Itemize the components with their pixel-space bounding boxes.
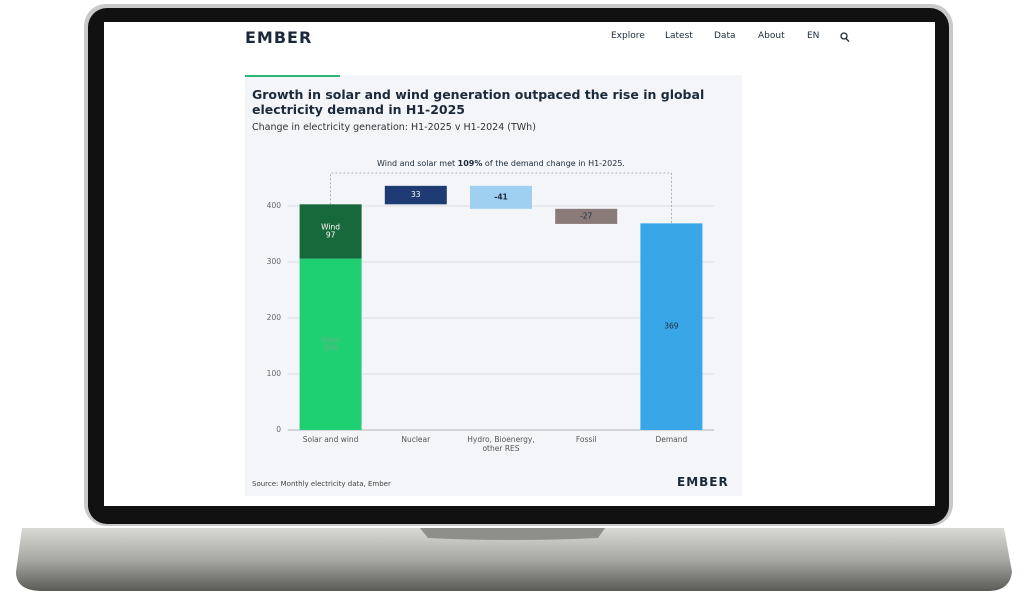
value-label: 369 (664, 322, 679, 331)
bar (555, 208, 618, 224)
chart-title: Growth in solar and wind generation outp… (252, 87, 705, 117)
annotation-part: 109% (458, 159, 483, 168)
y-tick-label: 0 (276, 425, 281, 434)
y-tick-label: 200 (267, 313, 282, 322)
search-icon-handle (845, 38, 850, 42)
bar-segment (299, 258, 362, 430)
value-label: 33 (411, 190, 421, 199)
value-label: 97 (326, 230, 336, 239)
segment-name: Wind (321, 222, 340, 231)
bar (640, 223, 703, 430)
connector (330, 172, 672, 224)
value-label: -41 (494, 192, 508, 201)
hinge-notch (420, 528, 605, 540)
value-label: 306 (323, 343, 338, 352)
nav-link[interactable]: Latest (665, 31, 693, 41)
nav-link[interactable]: About (758, 31, 785, 41)
nav-link[interactable]: EN (807, 31, 820, 41)
laptop-base (16, 528, 1012, 591)
bar (384, 185, 447, 205)
annotation-part: Wind and solar met (377, 159, 458, 168)
bar-segment (299, 204, 362, 259)
search-icon[interactable] (840, 32, 848, 40)
card-accent (245, 75, 340, 77)
x-tick-label: Nuclear (401, 435, 431, 444)
y-tick-label: 400 (267, 201, 282, 210)
annotation-part: of the demand change in H1-2025. (482, 159, 625, 168)
y-tick-label: 300 (267, 257, 282, 266)
y-tick-label: 100 (267, 369, 282, 378)
x-tick-label: Hydro, Bioenergy, other RES (467, 435, 535, 453)
annotation: Wind and solar met 109% of the demand ch… (377, 159, 625, 168)
value-label: -27 (580, 211, 592, 220)
chart-subtitle: Change in electricity generation: H1-202… (252, 122, 536, 133)
card-logo: EMBER (677, 475, 729, 489)
source: Source: Monthly electricity data, Ember (252, 480, 391, 488)
x-tick-label: Demand (655, 435, 688, 444)
logo[interactable]: EMBER (245, 28, 313, 47)
nav-link[interactable]: Explore (611, 31, 645, 41)
bar (470, 185, 532, 209)
x-tick-label: Solar and wind (302, 435, 359, 444)
segment-name: Solar (321, 335, 341, 344)
nav-link[interactable]: Data (714, 31, 736, 41)
x-tick-label: Fossil (575, 435, 597, 444)
